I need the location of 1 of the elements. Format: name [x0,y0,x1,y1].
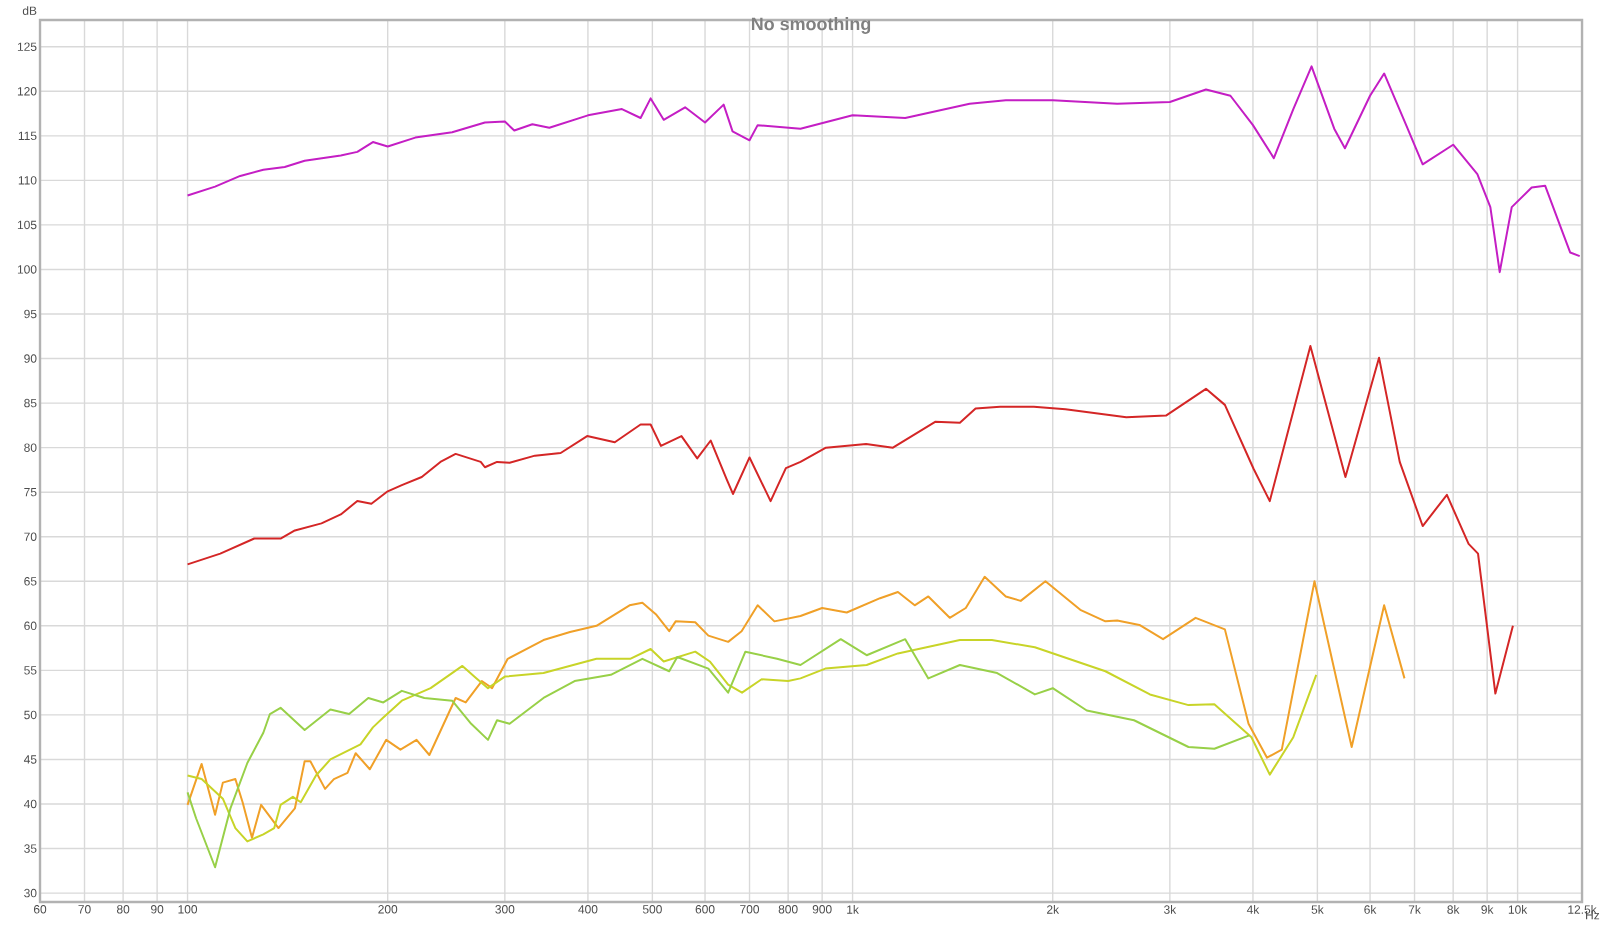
chart-title: No smoothing [751,17,871,34]
